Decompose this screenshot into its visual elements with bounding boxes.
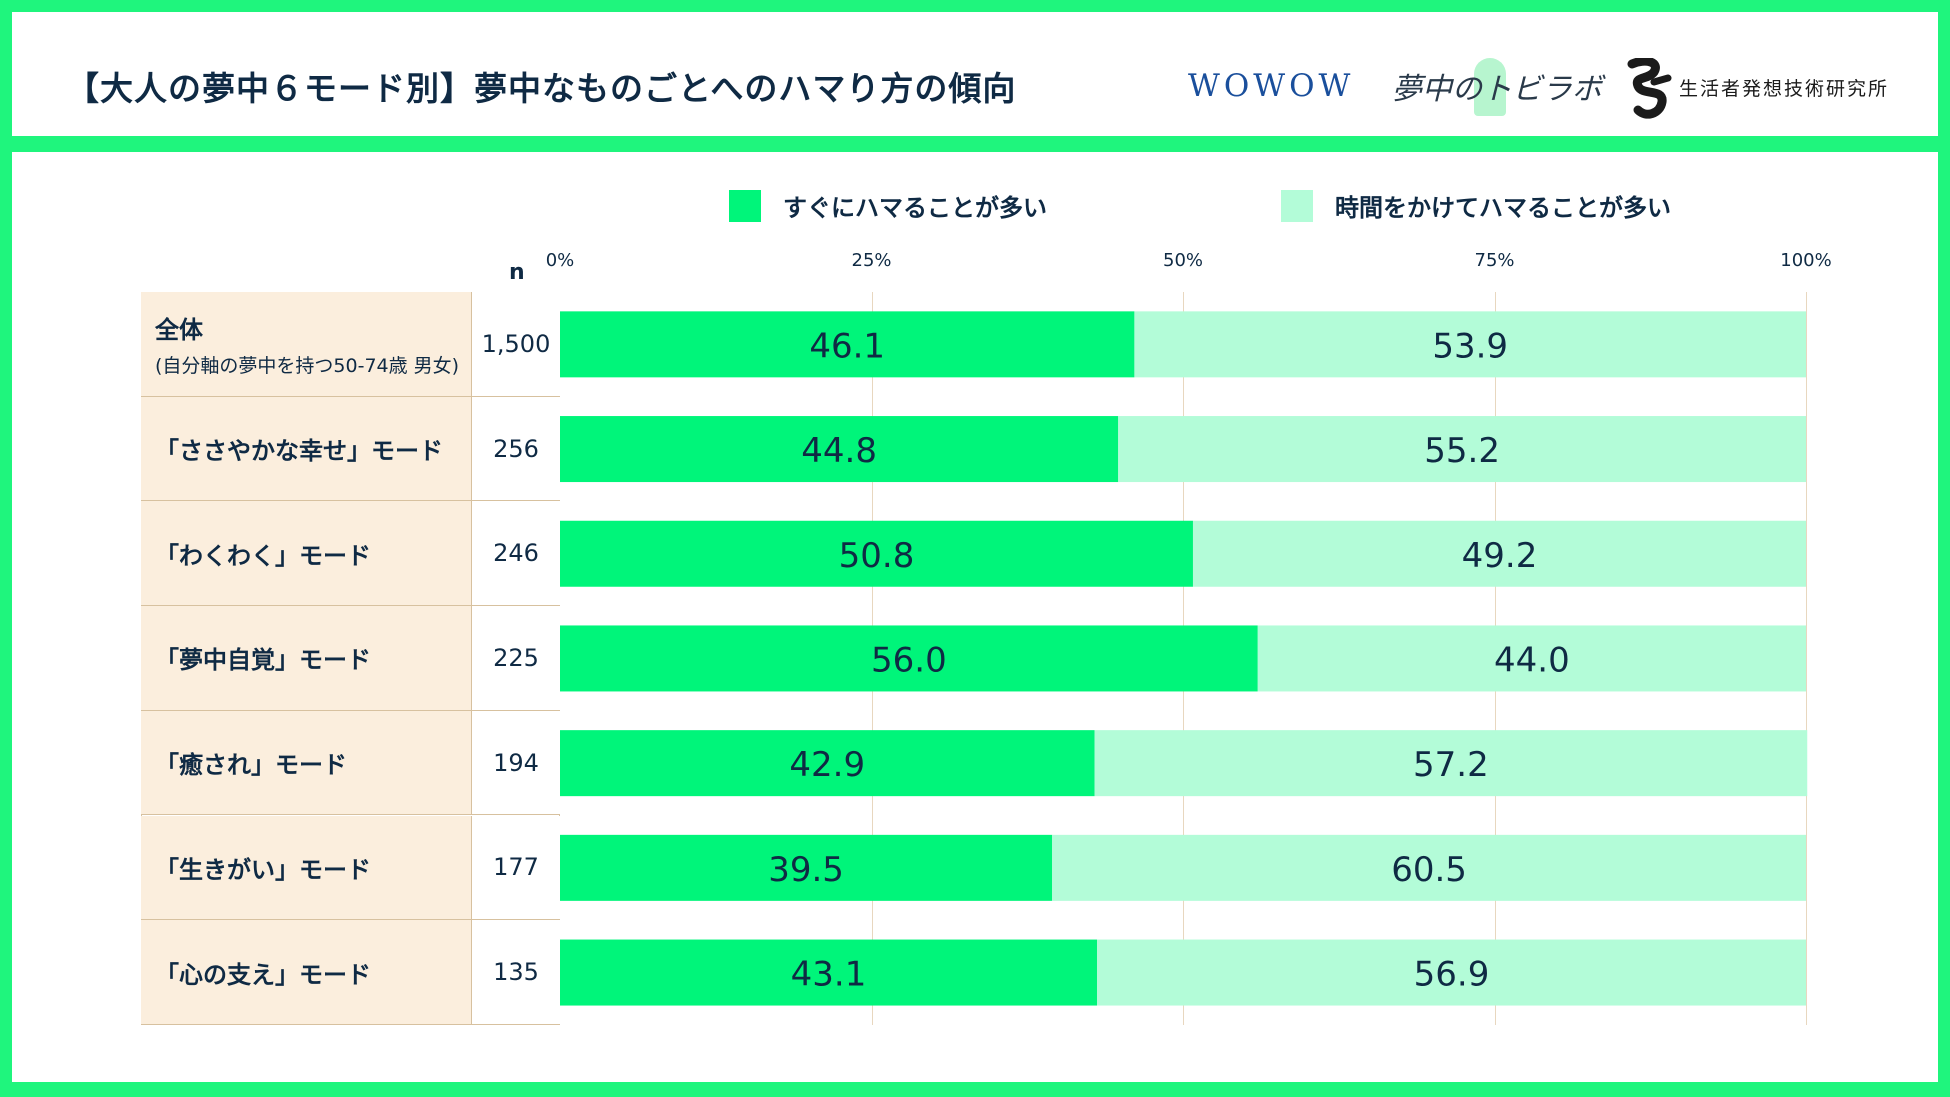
sample-size-cell: 256: [471, 396, 560, 502]
bar-data-label: 50.8: [839, 536, 915, 576]
category-label-cell: 「ささやかな幸せ」モード: [141, 396, 471, 502]
bar-segment-quick: [560, 520, 1193, 587]
x-tick-label: 50%: [1162, 250, 1204, 271]
category-label: 「夢中自覚」モード: [155, 646, 371, 675]
sample-size-cell: 135: [471, 920, 560, 1025]
legend-item-slow: 時間をかけてハマることが多い: [1281, 188, 1671, 223]
bar-data-label: 56.0: [871, 640, 947, 680]
legend-label-quick: すぐにハマることが多い: [783, 194, 1047, 222]
bar-data-label: 56.9: [1414, 955, 1490, 995]
category-label: 「癒され」モード: [155, 751, 347, 780]
bar-segment-quick: [560, 311, 1135, 378]
category-label-cell: 「わくわく」モード: [141, 501, 471, 607]
bar-segment-slow: [1097, 939, 1806, 1006]
bar-data-label: 44.0: [1494, 640, 1570, 680]
logo-door-shape: [1474, 58, 1506, 116]
x-tick-label: 100%: [1780, 250, 1832, 271]
bar-segment-slow: [1118, 416, 1806, 483]
bar-data-label: 46.1: [809, 326, 885, 366]
sample-size-cell: 225: [471, 606, 560, 711]
category-label: 「わくわく」モード: [155, 541, 371, 570]
category-label: 全体: [155, 315, 203, 344]
bar-segment-slow: [1134, 311, 1806, 378]
sample-size-cell: 246: [471, 501, 560, 607]
x-tick-label: 75%: [1474, 250, 1515, 271]
bar-segment-quick: [560, 834, 1053, 901]
legend-label-slow: 時間をかけてハマることが多い: [1335, 194, 1671, 222]
bar-segment-slow: [1257, 625, 1806, 692]
x-tick-label: 0%: [545, 250, 575, 271]
bar-segment-quick: [560, 730, 1095, 797]
bar-data-label: 60.5: [1391, 850, 1467, 890]
bar-data-label: 43.1: [791, 955, 867, 995]
wowow-logo: WOWOW: [1188, 68, 1355, 104]
page-title: 【大人の夢中６モード別】夢中なものごとへのハマり方の傾向: [66, 69, 1017, 108]
bar-segment-quick: [560, 939, 1098, 1006]
legend-item-quick: すぐにハマることが多い: [729, 188, 1047, 223]
legend-swatch-slow: [1281, 189, 1313, 222]
category-label: 「生きがい」モード: [155, 855, 371, 884]
bar-data-label: 44.8: [801, 431, 877, 471]
bar-data-label: 49.2: [1462, 536, 1538, 576]
x-tick-label: 25%: [851, 250, 892, 271]
bar-data-label: 53.9: [1432, 326, 1508, 366]
sample-size-cell: 177: [471, 815, 560, 921]
sample-size-cell: 1,500: [471, 292, 560, 397]
mucyu-tobilab-logo-text: 夢中のトビラボ: [1392, 72, 1602, 107]
mucyu-tobilab-logo: 夢中のトビラボ: [1382, 52, 1602, 122]
category-label-cell: 全体 (自分軸の夢中を持つ50-74歳 男女): [141, 292, 471, 397]
bar-segment-quick: [560, 416, 1119, 483]
bar-data-label: 39.5: [768, 850, 844, 890]
header-panel: 【大人の夢中６モード別】夢中なものごとへのハマり方の傾向 WOWOW 夢中のトビ…: [12, 12, 1938, 136]
bar-segment-quick: [560, 625, 1258, 692]
bar-data-label: 55.2: [1424, 431, 1500, 471]
bar-data-label: 42.9: [789, 745, 865, 785]
hakuhodo-lab-name: 生活者発想技術研究所: [1679, 78, 1890, 100]
category-label-cell: 「生きがい」モード: [141, 815, 471, 921]
bar-segment-slow: [1094, 730, 1808, 797]
category-label-cell: 「夢中自覚」モード: [141, 606, 471, 711]
legend-swatch-quick: [729, 189, 761, 222]
x-gridline: [1806, 292, 1807, 1025]
category-label-cell: 「心の支え」モード: [141, 920, 471, 1025]
bar-data-label: 57.2: [1413, 745, 1489, 785]
sample-size-cell: 194: [471, 710, 560, 816]
category-sublabel: (自分軸の夢中を持つ50-74歳 男女): [155, 354, 460, 377]
category-label: 「ささやかな幸せ」モード: [155, 437, 443, 466]
bar-segment-slow: [1192, 520, 1806, 587]
category-label: 「心の支え」モード: [155, 960, 371, 989]
bar-segment-slow: [1052, 834, 1806, 901]
n-column-header: n: [509, 260, 525, 285]
category-label-cell: 「癒され」モード: [141, 710, 471, 816]
hakuhodo-mark-icon: [1627, 58, 1672, 119]
